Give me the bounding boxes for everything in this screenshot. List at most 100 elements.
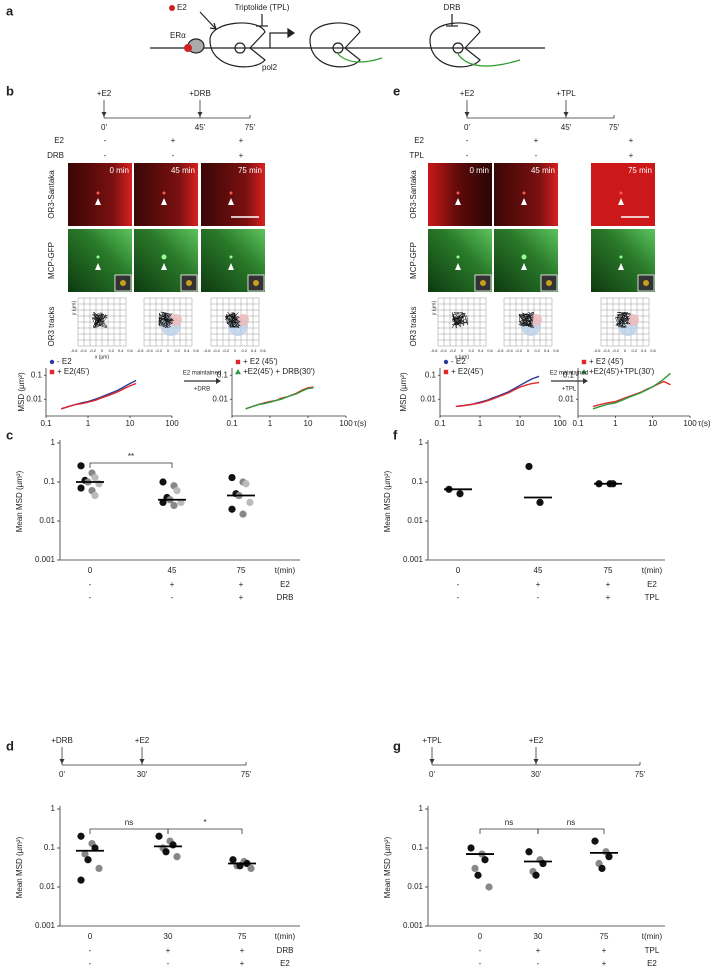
track-tick-label: -0.4 xyxy=(80,348,88,353)
x-tick-label: 1 xyxy=(268,419,273,428)
x-tick-label: 100 xyxy=(553,419,567,428)
time-label: 0 min xyxy=(109,166,129,175)
track-tick-label: -0.6 xyxy=(71,348,79,353)
msd-line xyxy=(456,382,539,406)
y-tick-label: 0.01 xyxy=(39,516,55,525)
condition-sign: - xyxy=(466,151,469,160)
track-tick-label: 0 xyxy=(461,348,464,353)
er-dot xyxy=(184,44,192,52)
x-tick-label: 0 xyxy=(88,566,93,575)
timeline-tick-label: 30' xyxy=(531,770,542,779)
condition-name: E2 xyxy=(647,580,657,589)
spot xyxy=(522,255,527,260)
x-tick-label: 0.1 xyxy=(572,419,584,428)
legend-marker xyxy=(582,360,586,364)
condition-sign: - xyxy=(479,959,482,968)
y-tick-label: 0.1 xyxy=(425,370,437,379)
bracket xyxy=(480,829,538,834)
track-tick-label: 0.4 xyxy=(544,348,550,353)
panel-label: f xyxy=(393,427,398,442)
timeline-tick-label: 0' xyxy=(59,770,65,779)
panel-label: a xyxy=(6,3,14,18)
timeline-event: +E2 xyxy=(135,736,150,745)
label-pol2: pol2 xyxy=(262,63,278,72)
x-axis-label: t(min) xyxy=(275,566,296,575)
schematic xyxy=(150,5,545,67)
y-tick-label: 0.01 xyxy=(39,882,55,891)
note: +DRB xyxy=(194,387,210,393)
data-point xyxy=(456,490,463,497)
data-point xyxy=(173,487,180,494)
condition-sign: + xyxy=(606,593,611,602)
track-tick-label: 0.6 xyxy=(260,348,266,353)
track-tick-label: -0.2 xyxy=(155,348,163,353)
data-point xyxy=(591,838,598,845)
track-tick-label: 0 xyxy=(527,348,530,353)
timeline-event: +E2 xyxy=(97,89,112,98)
timeline-event: +TPL xyxy=(422,736,442,745)
legend-marker xyxy=(444,370,448,374)
x-tick-label: 1 xyxy=(613,419,618,428)
timeline-tick-label: 75' xyxy=(241,770,252,779)
pol2 xyxy=(310,23,360,67)
condition-sign: - xyxy=(89,580,92,589)
condition-sign: + xyxy=(606,580,611,589)
track-tick-label: 0.6 xyxy=(193,348,199,353)
data-point xyxy=(155,833,162,840)
y-tick-label: 0.01 xyxy=(212,394,228,403)
condition-sign: + xyxy=(602,959,607,968)
condition-name: E2 xyxy=(647,959,657,968)
timeline-tick-label: 0' xyxy=(429,770,435,779)
condition-sign: + xyxy=(239,580,244,589)
track-xlabel: x (µm) xyxy=(95,354,110,360)
y-tick-label: 1 xyxy=(419,804,424,813)
track-tick-label: 0 xyxy=(101,348,104,353)
time-label: 75 min xyxy=(628,166,652,175)
condition-sign: + xyxy=(239,151,244,160)
inset-spot xyxy=(253,280,259,286)
track-ylabel: y (µm) xyxy=(71,301,77,316)
inset-spot xyxy=(120,280,126,286)
data-point xyxy=(77,484,84,491)
y-axis-label: Mean MSD (µm²) xyxy=(15,836,24,898)
y-tick-label: 0.01 xyxy=(26,394,42,403)
x-axis-label: t(min) xyxy=(642,566,663,575)
timeline-event: +DRB xyxy=(189,89,211,98)
data-point xyxy=(467,844,474,851)
msd-line xyxy=(456,376,539,406)
x-tick-label: 45 xyxy=(534,566,543,575)
y-tick-label: 0.001 xyxy=(403,555,424,564)
note: +TPL xyxy=(562,387,577,393)
condition-sign: + xyxy=(239,136,244,145)
y-tick-label: 1 xyxy=(419,438,424,447)
track-tick-label: -0.6 xyxy=(497,348,505,353)
msd-line xyxy=(61,384,136,409)
track-tick-label: -0.6 xyxy=(204,348,212,353)
timeline-tick-label: 0' xyxy=(101,123,107,132)
arrow-head xyxy=(583,378,588,384)
condition-sign: + xyxy=(240,959,245,968)
arrow-head xyxy=(534,759,539,764)
locus xyxy=(97,192,100,195)
track-tick-label: 0.6 xyxy=(487,348,493,353)
condition-name: E2 xyxy=(54,136,64,145)
track-tick-label: 0.4 xyxy=(118,348,124,353)
inset-spot xyxy=(643,280,649,286)
condition-sign: - xyxy=(535,151,538,160)
y-tick-label: 0.1 xyxy=(412,843,424,852)
row-label: MCP-GFP xyxy=(409,242,418,279)
data-point xyxy=(474,872,481,879)
condition-sign: + xyxy=(536,580,541,589)
legend-label: - E2 xyxy=(57,357,72,366)
significance: ns xyxy=(125,818,133,827)
note: E2 maintained xyxy=(183,371,221,377)
timeline-event: +E2 xyxy=(529,736,544,745)
data-point xyxy=(228,506,235,513)
data-point xyxy=(91,474,98,481)
bracket xyxy=(90,463,172,468)
condition-sign: - xyxy=(479,946,482,955)
legend-label: +E2(45')+TPL(30') xyxy=(589,367,655,376)
msd-line xyxy=(593,382,671,407)
y-axis-label: Mean MSD (µm²) xyxy=(383,470,392,532)
condition-sign: - xyxy=(171,593,174,602)
